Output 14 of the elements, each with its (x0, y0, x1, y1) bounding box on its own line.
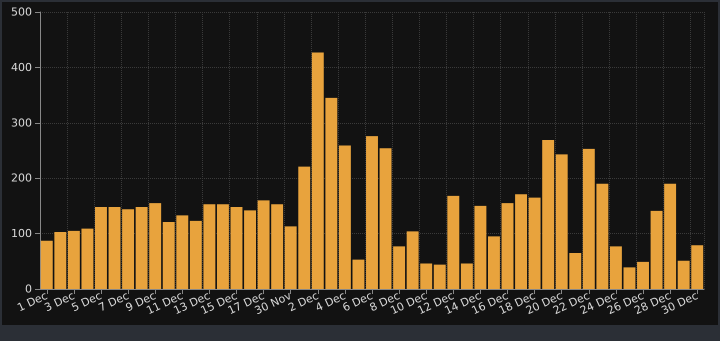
y-tick-label: 500 (11, 6, 32, 18)
y-tick-label: 200 (11, 172, 32, 185)
y-tick-label: 300 (11, 116, 32, 130)
bar (434, 264, 446, 289)
y-tick-label: 0 (25, 282, 32, 296)
bar (556, 154, 568, 289)
bar (569, 252, 582, 289)
y-tick-label: 400 (11, 60, 32, 74)
bar (40, 240, 53, 289)
bar (691, 245, 704, 289)
bar (176, 215, 188, 289)
y-tick-label: 100 (11, 227, 32, 240)
bar (162, 222, 175, 289)
bar (298, 166, 310, 289)
